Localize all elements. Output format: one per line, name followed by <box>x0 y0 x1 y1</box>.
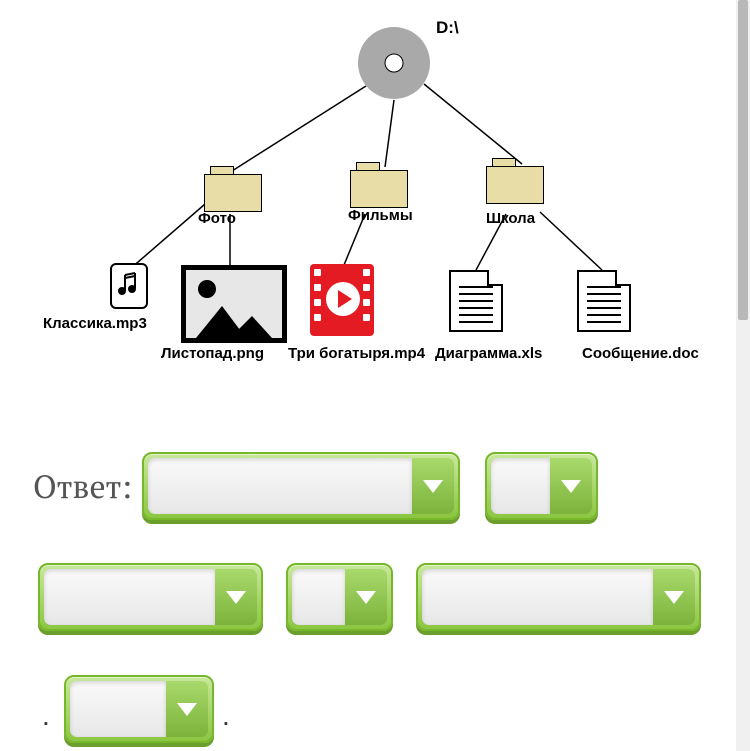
file-mp3-label: Классика.mp3 <box>43 315 147 332</box>
image-file-icon <box>181 265 287 343</box>
edge-disc-films <box>385 100 394 167</box>
edge-school-doc <box>540 212 602 270</box>
audio-file-icon <box>110 263 148 309</box>
dropdown-field[interactable] <box>70 681 166 737</box>
file-tree-diagram: D:\ Фото Фильмы Школа Классика.mp3 Листо… <box>34 10 714 380</box>
folder-photo-icon <box>204 166 260 210</box>
answer-dropdown-5[interactable] <box>416 563 701 631</box>
separator-dot: . <box>42 700 50 732</box>
dropdown-field[interactable] <box>491 458 550 514</box>
edge-disc-photo <box>232 86 366 171</box>
answer-dropdown-2[interactable] <box>485 452 598 520</box>
dropdown-toggle-icon[interactable] <box>215 569 257 625</box>
folder-school-label: Школа <box>486 210 535 227</box>
file-doc-label: Сообщение.doc <box>582 345 699 362</box>
document-file-icon <box>577 270 631 332</box>
folder-films-label: Фильмы <box>348 207 413 224</box>
scroll-thumb[interactable] <box>738 0 748 320</box>
answer-dropdown-1[interactable] <box>142 452 460 520</box>
spreadsheet-file-icon <box>449 270 503 332</box>
separator-dot: . <box>222 700 230 732</box>
folder-school-icon <box>486 158 542 202</box>
dropdown-field[interactable] <box>148 458 412 514</box>
dropdown-toggle-icon[interactable] <box>412 458 454 514</box>
file-png-label: Листопад.png <box>161 345 264 362</box>
video-file-icon <box>310 264 374 336</box>
folder-photo-label: Фото <box>198 210 236 227</box>
dropdown-toggle-icon[interactable] <box>550 458 592 514</box>
dropdown-toggle-icon[interactable] <box>653 569 695 625</box>
dropdown-toggle-icon[interactable] <box>166 681 208 737</box>
edge-disc-school <box>424 84 522 164</box>
dropdown-field[interactable] <box>44 569 215 625</box>
folder-films-icon <box>350 162 406 206</box>
dropdown-field[interactable] <box>292 569 345 625</box>
answer-dropdown-6[interactable] <box>64 675 214 743</box>
answer-label: Ответ: <box>33 466 132 508</box>
vertical-scrollbar[interactable] <box>736 0 750 751</box>
file-xls-label: Диаграмма.xls <box>435 345 542 362</box>
dropdown-toggle-icon[interactable] <box>345 569 387 625</box>
answer-dropdown-4[interactable] <box>286 563 393 631</box>
file-mp4-label: Три богатыря.mp4 <box>288 345 425 362</box>
viewport: D:\ Фото Фильмы Школа Классика.mp3 Листо… <box>0 0 750 751</box>
drive-label: D:\ <box>436 18 459 38</box>
edge-photo-mp3 <box>130 198 212 269</box>
disc-hole-icon <box>385 54 403 72</box>
answer-dropdown-3[interactable] <box>38 563 263 631</box>
dropdown-field[interactable] <box>422 569 653 625</box>
